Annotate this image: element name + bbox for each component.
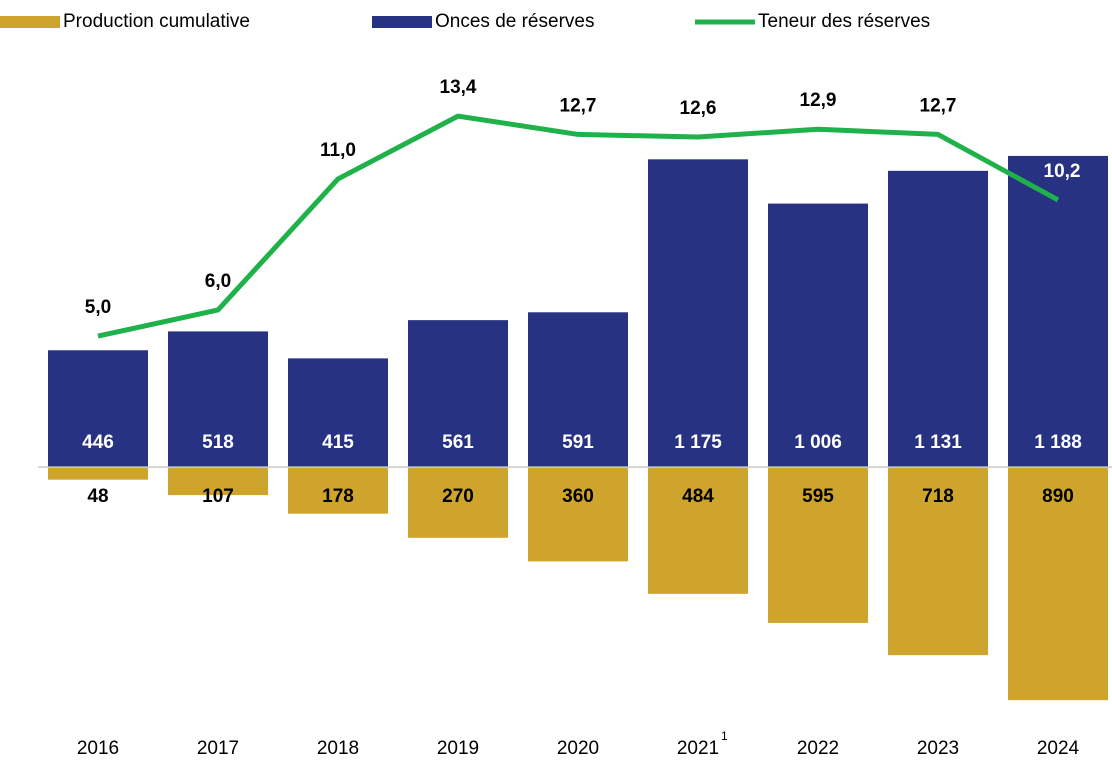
value-label: 1 006 [794,432,842,453]
legend-label: Onces de réserves [435,11,594,32]
legend-label: Teneur des réserves [758,11,930,32]
bar [768,467,868,623]
value-label: 13,4 [440,77,477,98]
bar [648,467,748,594]
bar [528,312,628,468]
value-label: 12,9 [800,90,837,111]
bar [48,350,148,468]
bar [168,331,268,468]
value-label: 360 [562,486,594,507]
x-tick-label: 2021 [677,738,719,759]
value-label: 270 [442,486,474,507]
value-label: 484 [682,486,714,507]
bar [168,467,268,496]
value-label: 178 [322,486,354,507]
bar [48,467,148,480]
legend-swatch [0,16,60,28]
bar [648,159,748,468]
bar [288,358,388,468]
bar [768,203,868,468]
bar [1008,467,1108,701]
value-label: 12,6 [680,98,717,119]
value-label: 5,0 [85,297,111,318]
value-label: 1 175 [674,432,722,453]
value-label: 1 188 [1034,432,1082,453]
value-label: 6,0 [205,271,231,292]
x-tick-label: 2019 [437,738,479,759]
line [97,113,1060,339]
value-label: 48 [87,486,108,507]
value-label: 446 [82,432,114,453]
legend-label: Production cumulative [63,11,250,32]
value-label: 890 [1042,486,1074,507]
value-label: 561 [442,432,474,453]
value-label: 718 [922,486,954,507]
x-tick-label: 2024 [1037,738,1080,759]
value-label: 595 [802,486,834,507]
x-tick-label: 2022 [797,738,839,759]
value-label: 518 [202,432,234,453]
x-tick-label: 2016 [77,738,119,759]
value-label: 10,2 [1044,161,1081,182]
bar [888,467,988,656]
x-tick-label: 2018 [317,738,359,759]
bar [288,467,388,514]
value-label: 107 [202,486,234,507]
bar [408,467,508,538]
value-label: 12,7 [920,95,957,116]
x-tick-footnote: 1 [721,729,728,743]
value-label: 1 131 [914,432,962,453]
legend-swatch [372,16,432,28]
bar [888,170,988,468]
x-tick-label: 2023 [917,738,959,759]
value-label: 415 [322,432,354,453]
bar [408,320,508,468]
value-label: 11,0 [320,140,356,161]
x-tick-label: 2020 [557,738,599,759]
bar [1008,155,1108,468]
bar [528,467,628,562]
value-label: 591 [562,432,594,453]
value-label: 12,7 [560,95,597,116]
x-tick-label: 2017 [197,738,239,759]
